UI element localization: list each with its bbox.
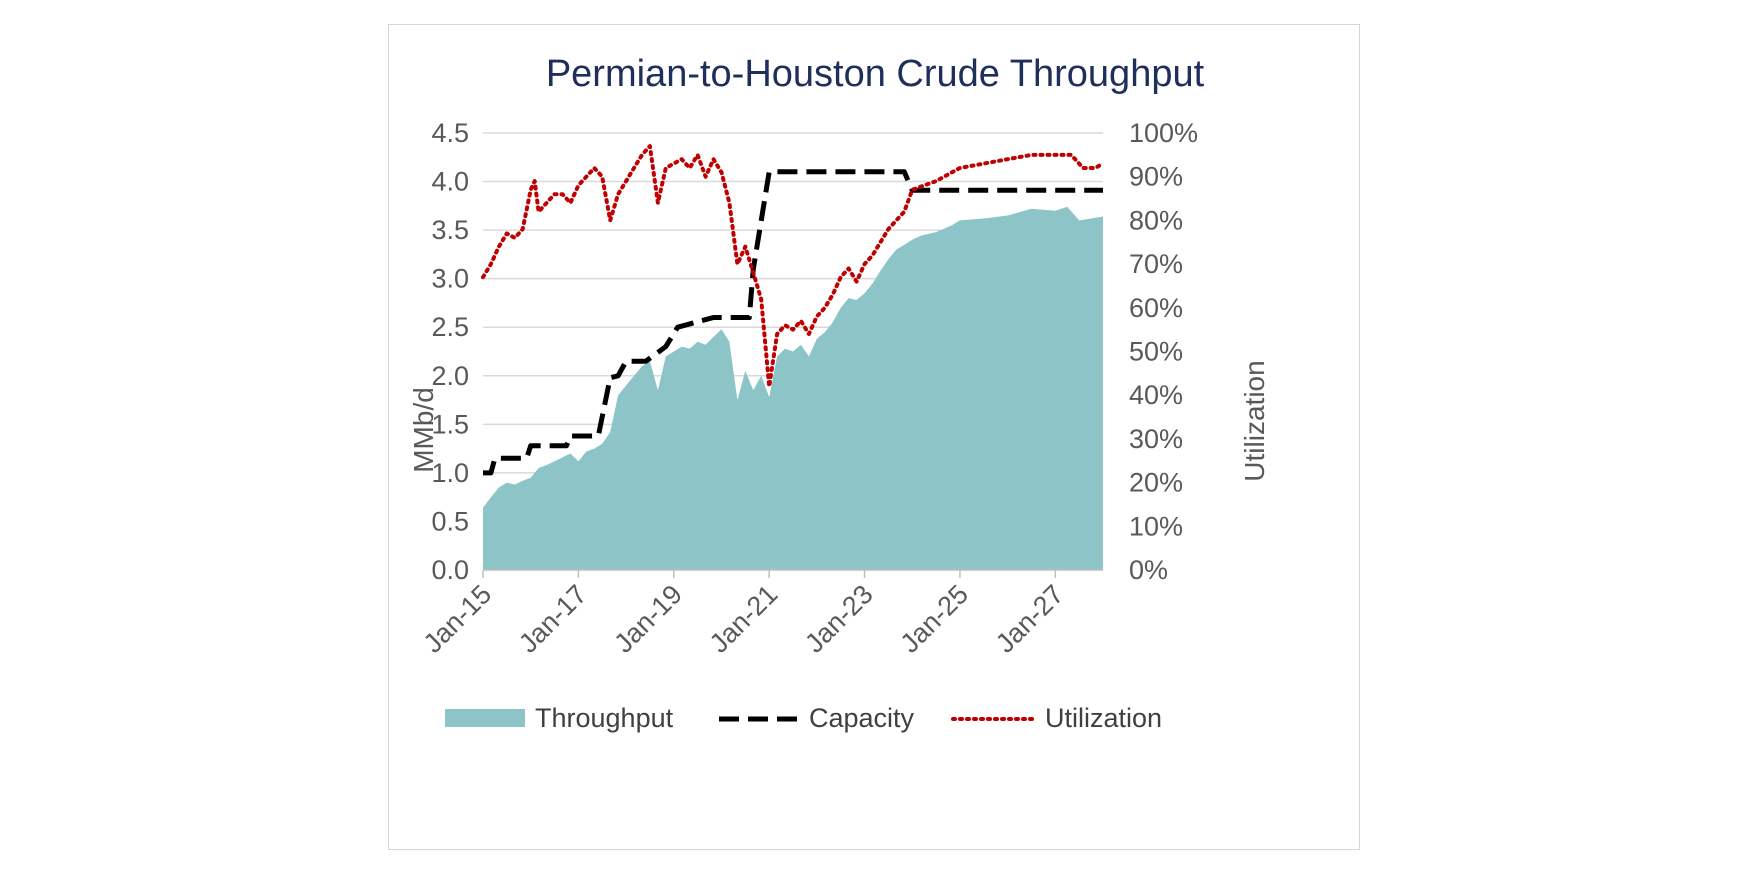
legend-label-throughput: Throughput [535,703,674,733]
y2-axis-title: Utilization [1239,360,1270,481]
y-axis-title: MMb/d [408,387,439,473]
y2-tick-label: 0% [1129,555,1168,585]
y-tick-label: 0.0 [431,555,469,585]
y2-tick-label: 10% [1129,511,1183,541]
series-lines-layer [481,144,1105,476]
y2-tick-label: 100% [1129,118,1198,148]
legend: Throughput Capacity Utilization [445,703,1162,733]
y-tick-label: 2.0 [431,361,469,391]
chart-frame: Permian-to-Houston Crude Throughput 0.0 0… [388,24,1360,850]
y-tick-label: 1.5 [431,409,469,439]
legend-label-capacity: Capacity [809,703,915,733]
x-tick-label: Jan-15 [418,579,498,659]
x-tick-label: Jan-25 [895,579,975,659]
y-tick-label: 0.5 [431,506,469,536]
y-tick-label: 4.5 [431,118,469,148]
y2-tick-label: 70% [1129,249,1183,279]
x-tick-label: Jan-27 [990,579,1070,659]
y2-tick-label: 60% [1129,293,1183,323]
y-tick-label: 3.0 [431,264,469,294]
legend-item-throughput: Throughput [445,703,674,733]
y2-tick-label: 80% [1129,205,1183,235]
chart-title: Permian-to-Houston Crude Throughput [546,53,1205,95]
y-tick-label: 4.0 [431,167,469,197]
y2-tick-label: 90% [1129,162,1183,192]
y2-tick-label: 50% [1129,337,1183,367]
throughput-area-layer [483,206,1103,571]
x-tick-label: Jan-21 [704,579,784,659]
x-tick-label: Jan-23 [799,579,879,659]
legend-item-utilization: Utilization [951,703,1162,733]
y-tick-label: 1.0 [431,458,469,488]
y2-tick-label: 40% [1129,380,1183,410]
y2-tick-label: 30% [1129,424,1183,454]
x-tick-label: Jan-17 [513,579,593,659]
legend-item-capacity: Capacity [719,703,915,733]
legend-swatch-throughput [445,709,525,727]
utilization-line [481,144,1105,389]
throughput-chart: Permian-to-Houston Crude Throughput 0.0 0… [408,53,1270,733]
throughput-area [483,206,1103,571]
x-tick-label: Jan-19 [608,579,688,659]
y2-tick-label: 20% [1129,468,1183,498]
y-tick-label: 3.5 [431,215,469,245]
legend-label-utilization: Utilization [1045,703,1162,733]
capacity-line [483,169,1103,476]
y-tick-label: 2.5 [431,312,469,342]
